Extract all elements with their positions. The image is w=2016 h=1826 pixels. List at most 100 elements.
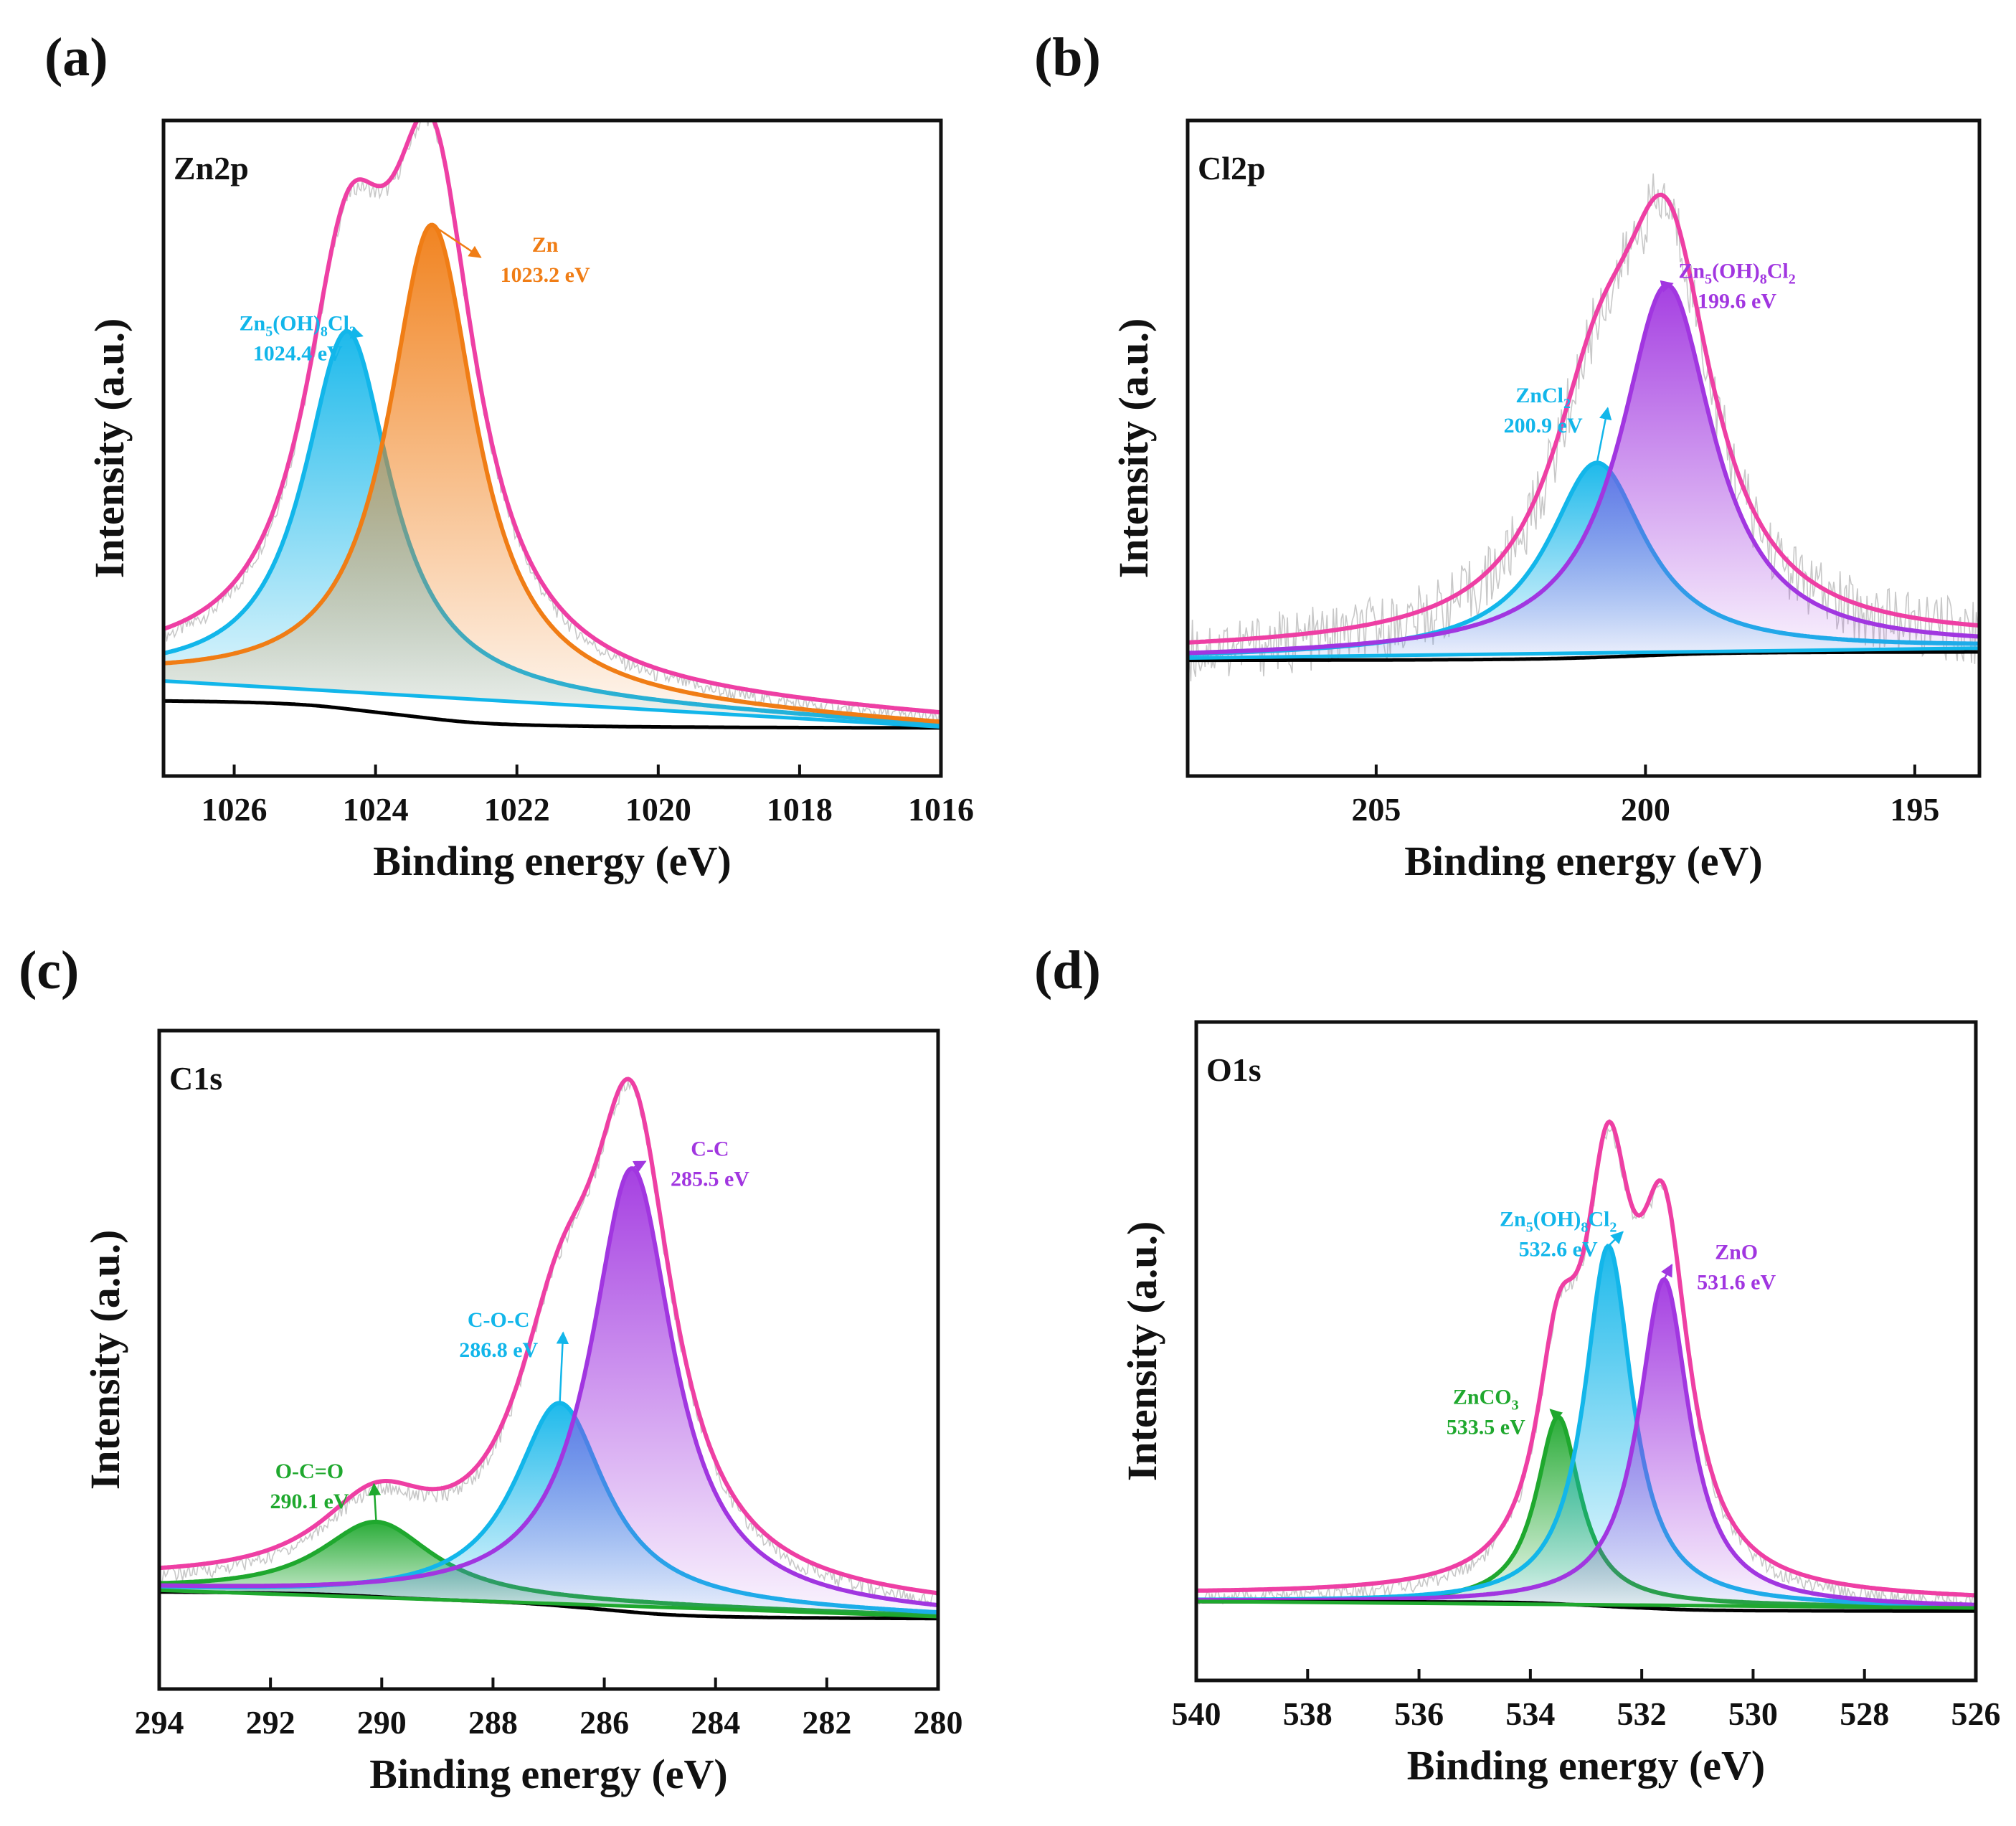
plot-frame bbox=[1194, 1020, 1978, 1683]
envelope-line bbox=[1196, 1119, 1976, 1598]
baseline-0 bbox=[164, 699, 941, 730]
peak-fill-1 bbox=[1188, 285, 1979, 658]
peak-line-1 bbox=[1188, 283, 1979, 656]
x-tick-label: 1024 bbox=[343, 791, 409, 828]
y-axis-label: Intensity (a.u.) bbox=[86, 318, 133, 579]
peak-arrow bbox=[1596, 407, 1612, 463]
x-axis-label: Binding energy (eV) bbox=[369, 1751, 727, 1797]
x-tick-label: 530 bbox=[1728, 1695, 1778, 1732]
x-tick-label: 534 bbox=[1505, 1695, 1555, 1732]
peak-label-value: 1024.4 eV bbox=[253, 341, 343, 365]
x-tick-label: 1018 bbox=[767, 791, 833, 828]
x-tick-label: 528 bbox=[1840, 1695, 1889, 1732]
peak-arrow bbox=[1660, 1263, 1673, 1280]
peak-arrow bbox=[346, 326, 364, 339]
panel-label: (d) bbox=[1034, 940, 1101, 1000]
peak-fill-1 bbox=[1196, 1246, 1976, 1608]
peak-label-name: ZnCl2 bbox=[1515, 384, 1571, 412]
peak-arrow bbox=[556, 1331, 569, 1404]
x-tick-label: 294 bbox=[135, 1704, 184, 1741]
peak-fill-2 bbox=[159, 1168, 938, 1617]
x-tick-label: 540 bbox=[1172, 1695, 1221, 1732]
x-tick-label: 526 bbox=[1951, 1695, 2001, 1732]
baseline-1 bbox=[1196, 1599, 1976, 1610]
x-tick-label: 532 bbox=[1617, 1695, 1667, 1732]
peak-label-name: O-C=O bbox=[275, 1460, 344, 1483]
x-tick-label: 282 bbox=[802, 1704, 851, 1741]
peak-arrow bbox=[631, 1160, 647, 1173]
x-tick-label: 292 bbox=[246, 1704, 295, 1741]
panel-label: (b) bbox=[1034, 27, 1101, 87]
plot-area-b bbox=[1188, 173, 1979, 681]
panel-c: 294 292 290 288 286 284 282 280 Binding energy (… bbox=[19, 940, 963, 1797]
peak-label-value: 285.5 eV bbox=[671, 1167, 749, 1191]
peak-label-value: 200.9 eV bbox=[1504, 414, 1583, 437]
y-axis-label: Intensity (a.u.) bbox=[1119, 1221, 1165, 1482]
peak-label-name: Zn5(OH)8Cl2 bbox=[1678, 259, 1795, 287]
peak-label-name: C-C bbox=[691, 1137, 729, 1160]
panel-label: (a) bbox=[44, 27, 108, 87]
peak-line-2 bbox=[1196, 1277, 1976, 1607]
plot-area-a bbox=[164, 120, 941, 730]
peak-label-value: 1023.2 eV bbox=[501, 263, 590, 287]
peak-label-name: ZnO bbox=[1715, 1240, 1758, 1264]
peak-label-value: 286.8 eV bbox=[459, 1338, 538, 1362]
baseline-1 bbox=[159, 1588, 938, 1619]
spectrum-title: Cl2p bbox=[1198, 150, 1266, 186]
y-axis-label: Intensity (a.u.) bbox=[1110, 318, 1157, 579]
x-tick-label: 1026 bbox=[202, 791, 268, 828]
plot-area-d bbox=[1196, 1119, 1976, 1613]
peak-line-2 bbox=[159, 1166, 938, 1608]
x-tick-label: 205 bbox=[1351, 791, 1401, 828]
x-axis-label: Binding energy (eV) bbox=[1407, 1742, 1765, 1789]
peak-arrow bbox=[1549, 1409, 1563, 1422]
x-tick-label: 1016 bbox=[908, 791, 974, 828]
peak-label-value: 199.6 eV bbox=[1698, 289, 1776, 313]
x-tick-label: 1020 bbox=[625, 791, 691, 828]
panel-d: 540 538 536 534 532 530 528 526 Binding energy (… bbox=[1034, 940, 2001, 1789]
plot-frame bbox=[1186, 118, 1982, 778]
x-tick-label: 195 bbox=[1890, 791, 1939, 828]
panel-a: 1026 1024 1022 1020 1018 1016 Binding energy (… bbox=[44, 27, 974, 884]
peak-label-name: Zn5(OH)8Cl2 bbox=[1500, 1208, 1617, 1236]
panel-label: (c) bbox=[19, 940, 79, 1000]
envelope-line bbox=[1188, 192, 1979, 645]
x-tick-label: 290 bbox=[357, 1704, 407, 1741]
peak-label-value: 533.5 eV bbox=[1447, 1415, 1525, 1439]
x-tick-label: 200 bbox=[1621, 791, 1670, 828]
panel-b: 205 200 195 Binding energy (eV) Intensity (a… bbox=[1034, 27, 1982, 884]
peak-line-1 bbox=[164, 222, 941, 724]
peak-label-name: ZnCO3 bbox=[1453, 1385, 1519, 1413]
peak-arrow bbox=[368, 1482, 382, 1523]
peak-arrow bbox=[1607, 1231, 1624, 1247]
x-tick-label: 538 bbox=[1283, 1695, 1333, 1732]
envelope-line bbox=[164, 120, 941, 715]
peak-label-name: C-O-C bbox=[468, 1308, 530, 1332]
peak-arrow bbox=[431, 224, 482, 258]
x-tick-label: 288 bbox=[468, 1704, 518, 1741]
peak-label-value: 532.6 eV bbox=[1519, 1238, 1598, 1262]
x-tick-label: 280 bbox=[914, 1704, 963, 1741]
plot-frame bbox=[161, 118, 943, 778]
peak-label-value: 290.1 eV bbox=[270, 1490, 349, 1513]
x-axis-label: Binding energy (eV) bbox=[1404, 838, 1762, 884]
plot-frame bbox=[157, 1028, 940, 1691]
peak-fill-1 bbox=[164, 224, 941, 727]
peak-arrow bbox=[1660, 280, 1674, 293]
spectrum-title: Zn2p bbox=[174, 150, 249, 186]
y-axis-label: Intensity (a.u.) bbox=[82, 1230, 128, 1490]
baseline-0 bbox=[1188, 650, 1979, 663]
peak-label-name: Zn bbox=[532, 233, 559, 257]
x-tick-label: 536 bbox=[1394, 1695, 1444, 1732]
baseline-1 bbox=[1188, 646, 1979, 660]
x-axis-label: Binding energy (eV) bbox=[373, 838, 731, 884]
x-tick-label: 284 bbox=[691, 1704, 740, 1741]
envelope-line bbox=[159, 1077, 938, 1596]
spectrum-title: C1s bbox=[169, 1060, 222, 1097]
x-tick-label: 1022 bbox=[484, 791, 550, 828]
spectrum-title: O1s bbox=[1206, 1051, 1262, 1088]
peak-label-value: 531.6 eV bbox=[1697, 1270, 1776, 1294]
x-tick-label: 286 bbox=[579, 1704, 629, 1741]
plot-area-c bbox=[159, 1077, 938, 1621]
